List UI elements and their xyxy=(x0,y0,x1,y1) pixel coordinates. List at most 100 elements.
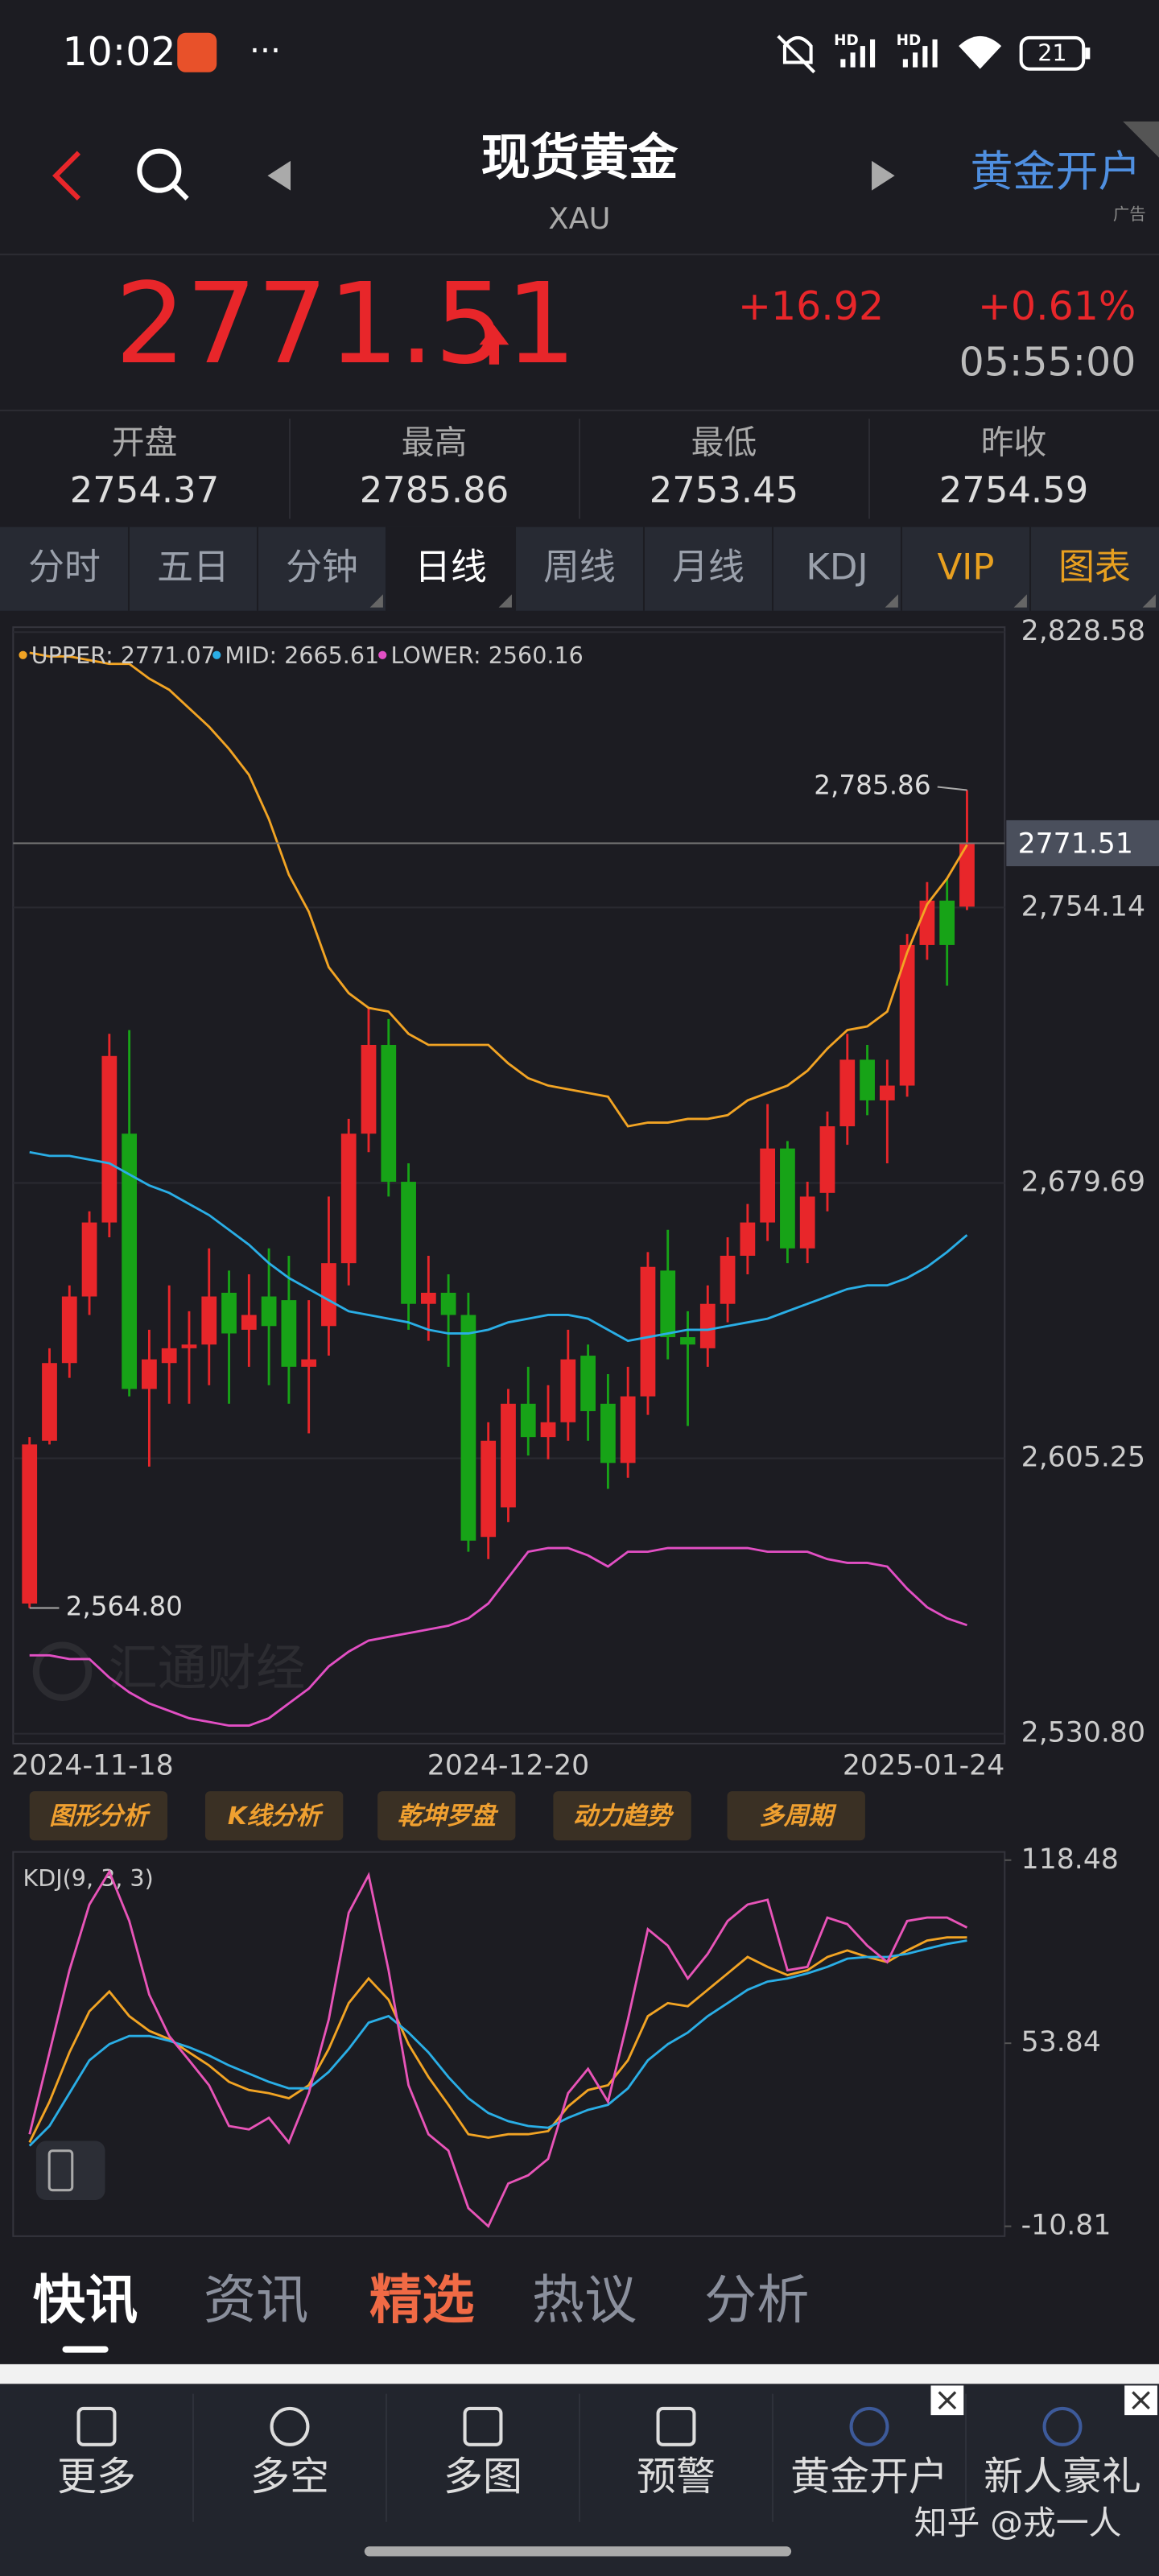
tool-button[interactable]: 图形分析 xyxy=(29,1791,168,1841)
candle-body xyxy=(460,1315,476,1541)
prev-instrument[interactable] xyxy=(267,160,291,191)
candle-body xyxy=(340,1133,357,1264)
price-change: +16.92 xyxy=(738,283,884,329)
tool-buttons: 图形分析 K线分析 乾坤罗盘 动力趋势 多周期 xyxy=(29,1791,865,1841)
candle-body xyxy=(740,1222,756,1256)
next-instrument[interactable] xyxy=(872,160,895,191)
watermark-logo xyxy=(32,1641,93,1701)
news-tab[interactable]: 分析 xyxy=(704,2270,810,2331)
nav-close-2[interactable] xyxy=(1124,2385,1157,2416)
nav-close-1[interactable] xyxy=(930,2385,964,2416)
y-tick-label: 2,828.58 xyxy=(1021,615,1145,647)
y-tick-label: 2,754.14 xyxy=(1021,890,1145,923)
candle-body xyxy=(22,1444,38,1604)
fullscreen-button[interactable] xyxy=(35,2140,105,2200)
candle-body xyxy=(122,1133,138,1389)
period-tab[interactable]: 分时 xyxy=(28,546,101,588)
news-tabs: 快讯 资讯 精选 热议 分析 xyxy=(33,2270,810,2331)
stat-label: 最高 xyxy=(402,423,468,462)
candle-body xyxy=(221,1292,237,1334)
candle-body xyxy=(580,1356,596,1411)
nav-item[interactable]: 新人豪礼 xyxy=(964,2393,1141,2522)
news-tab[interactable]: 快讯 xyxy=(33,2270,138,2331)
news-tab[interactable]: 资讯 xyxy=(204,2270,309,2331)
candle-body xyxy=(481,1440,497,1538)
legend-label: LOWER: 2560.16 xyxy=(390,642,583,669)
stat-value: 2753.45 xyxy=(650,469,799,511)
battery-level: 21 xyxy=(1037,39,1066,66)
x-tick-label: 2025-01-24 xyxy=(843,1750,1004,1782)
signal-bar xyxy=(922,46,928,68)
candle-body xyxy=(780,1148,795,1249)
candle-body xyxy=(680,1337,695,1345)
tool-button[interactable]: 乾坤罗盘 xyxy=(377,1791,516,1841)
candle-body xyxy=(42,1363,57,1441)
nav-label: 新人豪礼 xyxy=(984,2454,1141,2500)
y-tick-label: 2,605.25 xyxy=(1021,1442,1145,1474)
period-tab[interactable]: 图表 xyxy=(1029,526,1156,611)
legend-label: UPPER: 2771.07 xyxy=(31,642,216,669)
candle-body xyxy=(161,1348,177,1364)
legend-dot xyxy=(378,650,387,659)
mute-icon xyxy=(777,35,816,74)
period-tab-label: 五日 xyxy=(157,546,229,588)
instrument-title: 现货黄金 xyxy=(481,129,679,186)
candle-body xyxy=(101,1055,118,1223)
tab-corner xyxy=(369,594,383,608)
candle-body xyxy=(620,1396,636,1463)
tool-button-bg xyxy=(377,1791,516,1841)
candle-body xyxy=(660,1270,676,1338)
news-tab[interactable]: 热议 xyxy=(532,2270,637,2331)
signal-bar xyxy=(932,39,938,68)
nav-item[interactable]: 更多 xyxy=(57,2406,136,2500)
period-tab-label: 周线 xyxy=(543,546,616,588)
back-button[interactable] xyxy=(52,151,81,200)
status-icons: HD HD 21 xyxy=(777,32,1091,74)
candle-body xyxy=(321,1263,336,1327)
nav-item[interactable]: 预警 xyxy=(578,2393,716,2522)
stat-value: 2754.59 xyxy=(939,469,1089,511)
candle-body xyxy=(301,1359,317,1367)
more-dots: ··· xyxy=(250,31,281,69)
nav-item[interactable]: 多图 xyxy=(385,2393,522,2522)
active-tab-bg xyxy=(386,526,515,611)
legend-dot xyxy=(19,650,27,659)
candle-body xyxy=(142,1359,157,1389)
instrument-code: XAU xyxy=(548,201,610,236)
clock: 10:02 xyxy=(63,29,176,75)
period-tab[interactable]: VIP xyxy=(900,526,1027,611)
y-tick-label: 2,530.80 xyxy=(1021,1717,1145,1749)
news-tab[interactable]: 精选 xyxy=(369,2270,475,2331)
period-tab[interactable]: 周线 xyxy=(514,526,616,611)
period-tab[interactable]: 日线 xyxy=(385,526,515,611)
nav-item[interactable]: 多空 xyxy=(192,2393,329,2522)
search-button[interactable] xyxy=(137,148,189,200)
fullscreen-icon xyxy=(47,2149,74,2192)
battery-tip xyxy=(1085,47,1091,60)
stat-label: 昨收 xyxy=(981,423,1047,462)
y-tick-label: 118.48 xyxy=(1021,1843,1119,1876)
stats-row: 开盘 2754.37 最高 2785.86 最低 2753.45 昨收 2754.59 xyxy=(70,419,1089,519)
ad-tag: 广告 xyxy=(1113,204,1146,224)
nav-item[interactable]: 黄金开户 xyxy=(771,2393,948,2522)
kdj-chart: KDJ(9, 3, 3) 118.48 53.84 -10.81 xyxy=(23,1843,1119,2242)
candle-body xyxy=(899,944,915,1086)
period-tab[interactable]: KDJ xyxy=(771,526,898,611)
ad-button[interactable]: 黄金开户 xyxy=(970,147,1140,196)
band-line xyxy=(29,651,968,1128)
period-tab[interactable]: 分钟 xyxy=(256,526,383,611)
x-tick-label: 2024-11-18 xyxy=(11,1750,173,1782)
period-tab-label: 图表 xyxy=(1058,546,1131,588)
candle-body xyxy=(361,1045,377,1134)
tool-button[interactable]: 动力趋势 xyxy=(553,1791,691,1841)
tool-button[interactable]: 多周期 xyxy=(727,1791,865,1841)
signal-bar xyxy=(840,59,846,68)
tool-button-label: 多周期 xyxy=(759,1802,837,1831)
network-label: HD xyxy=(834,32,859,49)
period-tab[interactable]: 月线 xyxy=(642,526,744,611)
stat-label: 最低 xyxy=(691,423,757,462)
candle-body xyxy=(241,1315,257,1330)
stat-value: 2785.86 xyxy=(360,469,509,511)
tool-button[interactable]: K线分析 xyxy=(204,1791,344,1841)
period-tab[interactable]: 五日 xyxy=(127,526,229,611)
